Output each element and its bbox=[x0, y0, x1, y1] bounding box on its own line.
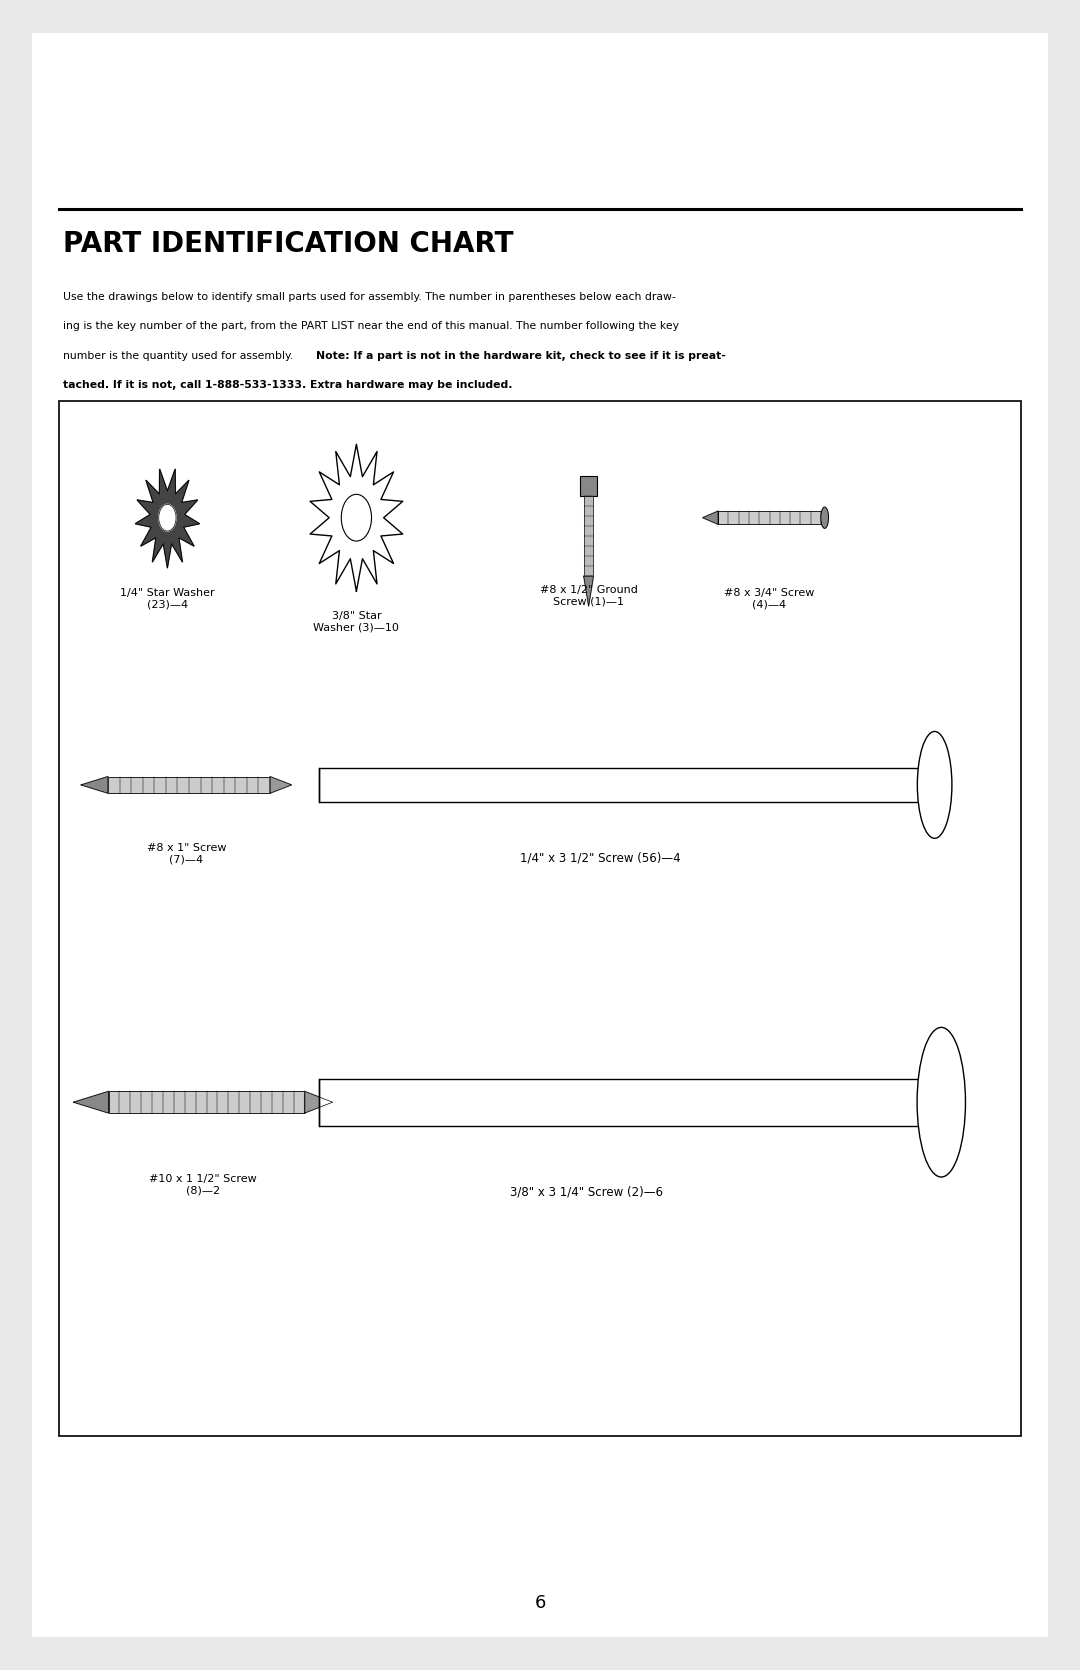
Bar bbox=[718, 511, 821, 524]
Polygon shape bbox=[81, 777, 108, 793]
Text: 3/8" Star
Washer (3)—10: 3/8" Star Washer (3)—10 bbox=[313, 611, 400, 633]
Circle shape bbox=[159, 504, 176, 531]
Text: #8 x 1" Screw
(7)—4: #8 x 1" Screw (7)—4 bbox=[147, 843, 226, 865]
Text: #8 x 3/4" Screw
(4)—4: #8 x 3/4" Screw (4)—4 bbox=[724, 588, 814, 610]
Text: 1/4" x 3 1/2" Screw (56)—4: 1/4" x 3 1/2" Screw (56)—4 bbox=[521, 852, 680, 865]
Text: ing is the key number of the part, from the PART LIST near the end of this manua: ing is the key number of the part, from … bbox=[63, 321, 678, 331]
Polygon shape bbox=[584, 576, 594, 606]
Polygon shape bbox=[310, 444, 403, 591]
Bar bbox=[580, 476, 597, 496]
Text: 6: 6 bbox=[535, 1595, 545, 1612]
Ellipse shape bbox=[917, 731, 951, 838]
Text: number is the quantity used for assembly.: number is the quantity used for assembly… bbox=[63, 351, 296, 361]
Text: Use the drawings below to identify small parts used for assembly. The number in : Use the drawings below to identify small… bbox=[63, 292, 675, 302]
Text: Note: If a part is not in the hardware kit, check to see if it is preat-: Note: If a part is not in the hardware k… bbox=[316, 351, 727, 361]
Bar bbox=[319, 768, 934, 802]
FancyBboxPatch shape bbox=[59, 401, 1021, 1436]
Bar bbox=[319, 1079, 942, 1126]
Text: 1/4" Star Washer
(23)—4: 1/4" Star Washer (23)—4 bbox=[120, 588, 215, 610]
Ellipse shape bbox=[917, 1027, 966, 1177]
FancyBboxPatch shape bbox=[32, 33, 1048, 1637]
Polygon shape bbox=[135, 469, 200, 568]
Ellipse shape bbox=[821, 508, 828, 528]
Circle shape bbox=[341, 494, 372, 541]
Bar bbox=[108, 1092, 305, 1112]
Text: #10 x 1 1/2" Screw
(8)—2: #10 x 1 1/2" Screw (8)—2 bbox=[149, 1174, 257, 1196]
Bar bbox=[584, 496, 594, 576]
Polygon shape bbox=[270, 777, 292, 793]
Bar bbox=[108, 777, 270, 793]
Text: #8 x 1/2" Ground
Screw (1)—1: #8 x 1/2" Ground Screw (1)—1 bbox=[540, 584, 637, 606]
Polygon shape bbox=[703, 511, 718, 524]
Polygon shape bbox=[73, 1092, 108, 1112]
Text: 3/8" x 3 1/4" Screw (2)—6: 3/8" x 3 1/4" Screw (2)—6 bbox=[510, 1186, 663, 1199]
Text: PART IDENTIFICATION CHART: PART IDENTIFICATION CHART bbox=[63, 230, 513, 259]
Text: tached. If it is not, call 1-888-533-1333. Extra hardware may be included.: tached. If it is not, call 1-888-533-133… bbox=[63, 381, 512, 389]
Polygon shape bbox=[305, 1092, 333, 1112]
